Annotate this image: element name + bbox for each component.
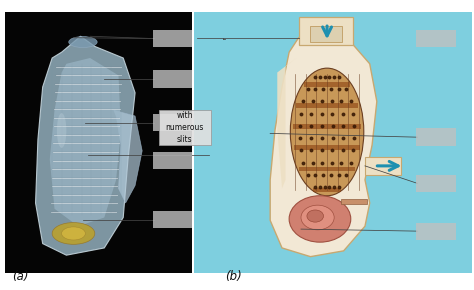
FancyBboxPatch shape [153,70,192,88]
FancyBboxPatch shape [299,17,353,45]
FancyBboxPatch shape [153,114,192,131]
Ellipse shape [62,227,85,240]
FancyBboxPatch shape [365,157,401,175]
FancyBboxPatch shape [416,30,456,47]
FancyBboxPatch shape [159,110,211,145]
Bar [296,103,358,108]
Ellipse shape [290,68,364,196]
FancyBboxPatch shape [341,199,367,204]
Bar [304,82,350,87]
Polygon shape [36,36,135,255]
Bar [293,124,361,129]
FancyBboxPatch shape [153,152,192,169]
Ellipse shape [307,210,324,222]
FancyBboxPatch shape [153,211,192,228]
Text: (b): (b) [225,270,242,283]
Ellipse shape [69,37,97,48]
Polygon shape [277,58,296,188]
Polygon shape [114,110,142,203]
Text: with
numerous
slits: with numerous slits [166,111,204,144]
Text: (a): (a) [12,270,28,283]
Bar [300,166,355,171]
Ellipse shape [52,223,95,244]
Polygon shape [270,36,377,257]
FancyBboxPatch shape [153,30,192,47]
Ellipse shape [57,113,66,148]
FancyBboxPatch shape [416,175,456,192]
Polygon shape [50,58,121,226]
Ellipse shape [289,196,351,242]
Ellipse shape [301,205,334,230]
Bar [194,12,472,273]
FancyBboxPatch shape [416,223,456,240]
Bar [313,188,341,192]
FancyBboxPatch shape [416,128,456,146]
Bar [294,146,360,150]
FancyBboxPatch shape [310,26,342,42]
Bar [5,12,192,273]
